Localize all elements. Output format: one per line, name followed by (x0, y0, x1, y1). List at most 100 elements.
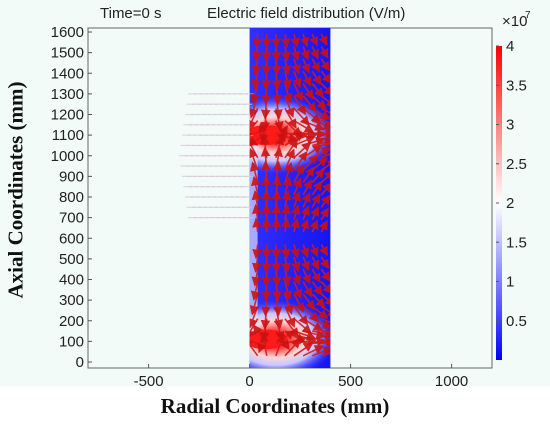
field-arrow (311, 180, 323, 196)
field-arrow (302, 345, 325, 357)
field-arrow (252, 203, 262, 220)
field-arrow (300, 244, 310, 259)
field-arrow (309, 219, 319, 233)
field-arrow (291, 204, 301, 220)
field-arrow (321, 142, 331, 147)
field-arrow (291, 58, 301, 75)
field-arrow (309, 244, 319, 258)
field-arrow (302, 179, 312, 196)
field-arrow (251, 175, 261, 196)
chart-title-time: Time=0 s (100, 5, 162, 22)
colorbar-exponent-label: ×10 (502, 13, 527, 30)
field-arrow (311, 193, 321, 208)
field-arrow (261, 58, 272, 76)
field-arrow (271, 244, 281, 260)
axis-strip (249, 145, 258, 332)
field-arrow (320, 58, 330, 72)
field-arrow (311, 268, 321, 284)
field-arrow (321, 317, 331, 328)
field-arrow (319, 244, 328, 257)
y-axis-label: Axial Coordinates (mm) (3, 81, 28, 299)
y-tick-label: 1400 (51, 65, 84, 82)
x-axis-ticks: -500 0 500 1000 (134, 364, 468, 390)
field-arrow (321, 341, 331, 345)
field-arrow (249, 132, 258, 136)
field-arrow (271, 46, 282, 62)
field-arrow (300, 46, 310, 61)
field-arrow (281, 46, 291, 62)
field-arrow (284, 161, 294, 183)
field-arrow (291, 191, 301, 208)
field-arrow (320, 82, 331, 96)
field-arrow (311, 83, 324, 98)
field-arrow (293, 163, 304, 183)
colorbar-tick-label: 2.5 (506, 156, 527, 173)
field-arrow (311, 58, 320, 73)
field-arrow (284, 138, 299, 159)
field-arrow (293, 318, 313, 334)
y-tick-label: 1000 (51, 148, 84, 165)
field-arrow (261, 203, 272, 220)
field-arrow (252, 217, 262, 233)
field-arrow (318, 33, 328, 46)
faint-arrow-field (178, 93, 254, 219)
field-arrow (293, 107, 310, 126)
colorbar-ticks: 0.5 1 1.5 2 2.5 3 3.5 4 (496, 38, 527, 330)
field-arrow (320, 281, 331, 295)
colorbar-exponent: 7 (525, 10, 531, 21)
field-arrow (281, 204, 291, 220)
y-tick-label: 600 (59, 230, 84, 247)
field-arrow (320, 182, 331, 196)
field-arrow (271, 34, 281, 49)
field-arrow (311, 168, 325, 184)
field-arrow (321, 330, 331, 334)
field-arrow (284, 148, 295, 171)
field-arrow (282, 176, 292, 196)
y-tick-label: 300 (59, 292, 84, 309)
colorbar-tick-label: 0.5 (506, 313, 527, 330)
field-arrow (311, 346, 331, 357)
field-arrow (302, 166, 315, 184)
field-arrow (271, 256, 282, 274)
y-tick-label: 800 (59, 189, 84, 206)
field-arrow (302, 305, 319, 323)
colorbar-tick-label: 1.5 (506, 234, 527, 251)
field-arrow (312, 137, 331, 147)
field-arrow (300, 205, 310, 220)
field-arrow (291, 256, 301, 273)
field-arrow (311, 147, 331, 159)
field-arrow (281, 244, 291, 260)
field-arrow (280, 217, 291, 233)
field-arrow (280, 33, 291, 49)
field-arrow (249, 336, 259, 357)
field-arrow (309, 33, 319, 47)
field-arrow (249, 136, 259, 159)
field-arrow (252, 46, 262, 62)
field-arrow (293, 150, 308, 171)
field-arrow (252, 244, 262, 260)
field-arrow (293, 177, 302, 196)
x-tick-label: 500 (338, 373, 363, 390)
field-arrow (290, 46, 301, 62)
field-arrow (290, 33, 300, 48)
field-arrow (261, 269, 272, 288)
arrow-field (249, 33, 331, 357)
y-tick-label: 400 (59, 272, 84, 289)
field-arrow (320, 149, 331, 159)
chart-title: Electric field distribution (V/m) (207, 5, 405, 22)
field-arrow (311, 70, 322, 86)
field-arrow (310, 206, 319, 221)
field-arrow (250, 161, 260, 183)
field-arrow (281, 256, 291, 273)
field-arrow (321, 352, 331, 357)
colorbar-tick-label: 2 (506, 195, 514, 212)
field-arrow (311, 157, 329, 171)
field-arrow (271, 217, 281, 233)
field-arrow (312, 328, 331, 339)
y-tick-label: 100 (59, 333, 84, 350)
field-arrow (301, 58, 311, 74)
field-arrow (311, 293, 326, 308)
field-arrow (271, 189, 282, 208)
x-tick-label: -500 (134, 373, 164, 390)
field-arrow (311, 281, 323, 296)
